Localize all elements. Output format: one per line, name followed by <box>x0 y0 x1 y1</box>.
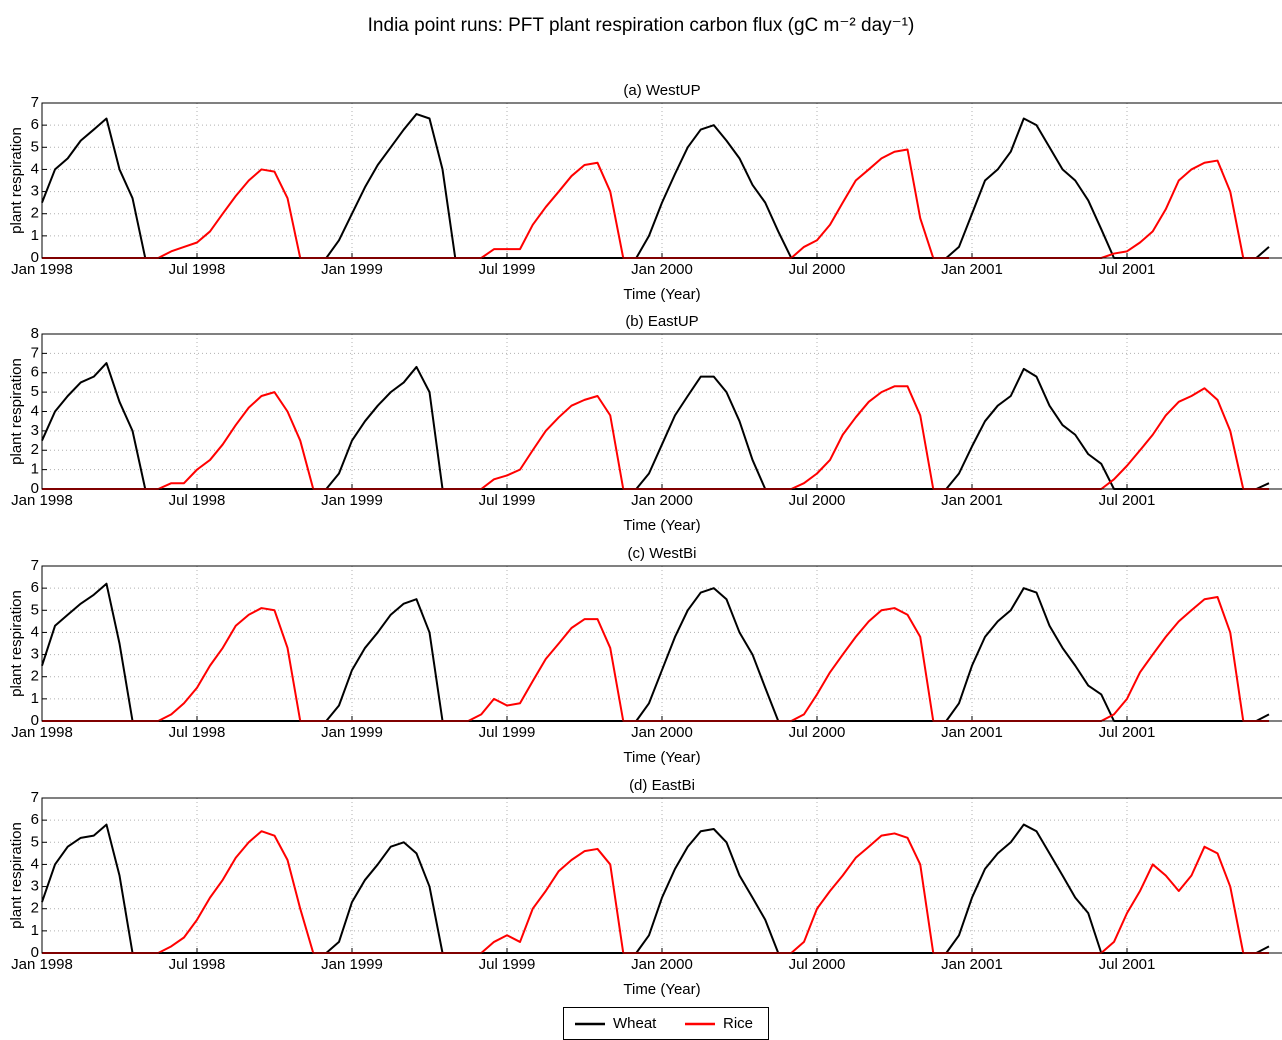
y-axis-label: plant respiration <box>8 127 25 234</box>
y-tick-label: 3 <box>31 646 39 663</box>
x-tick-label: Jan 2000 <box>631 724 693 741</box>
series-line <box>41 823 1270 954</box>
plot-frame <box>41 797 1282 954</box>
x-tick-label: Jan 2000 <box>631 956 693 973</box>
y-tick-label: 6 <box>31 364 39 381</box>
y-tick-label: 1 <box>31 227 39 244</box>
y-tick-label: 5 <box>31 833 39 850</box>
x-tick-label: Jul 2001 <box>1099 261 1156 278</box>
y-tick-label: 6 <box>31 579 39 596</box>
x-tick-label: Jan 2001 <box>941 956 1003 973</box>
x-axis-label: Time (Year) <box>623 981 700 998</box>
y-tick-label: 7 <box>31 94 39 111</box>
y-tick-label: 2 <box>31 668 39 685</box>
y-tick-label: 8 <box>31 325 39 342</box>
y-tick-label: 6 <box>31 116 39 133</box>
x-axis-label: Time (Year) <box>623 286 700 303</box>
x-tick-label: Jan 1998 <box>11 261 73 278</box>
x-tick-label: Jul 1998 <box>169 492 226 509</box>
y-tick-label: 1 <box>31 690 39 707</box>
x-tick-label: Jul 2000 <box>789 956 846 973</box>
plot-frame <box>41 102 1282 259</box>
x-axis-label: Time (Year) <box>623 517 700 534</box>
x-tick-label: Jan 1998 <box>11 724 73 741</box>
y-tick-label: 7 <box>31 344 39 361</box>
x-tick-label: Jan 1999 <box>321 724 383 741</box>
y-tick-label: 0 <box>31 480 39 497</box>
subplot-title: (b) EastUP <box>625 313 698 330</box>
x-axis-label: Time (Year) <box>623 749 700 766</box>
series-line <box>41 113 1270 259</box>
y-tick-label: 4 <box>31 402 39 419</box>
y-tick-label: 6 <box>31 811 39 828</box>
series-line <box>42 385 1269 490</box>
x-tick-label: Jan 1998 <box>11 956 73 973</box>
y-tick-label: 1 <box>31 461 39 478</box>
y-axis-label: plant respiration <box>8 590 25 697</box>
plot-frame <box>41 565 1282 722</box>
y-tick-label: 3 <box>31 878 39 895</box>
figure-title: India point runs: PFT plant respiration … <box>368 15 915 36</box>
y-tick-label: 1 <box>31 922 39 939</box>
y-tick-label: 4 <box>31 160 39 177</box>
series-line <box>42 830 1269 954</box>
x-tick-label: Jul 2001 <box>1099 492 1156 509</box>
x-tick-label: Jul 2001 <box>1099 724 1156 741</box>
subplot-title: (a) WestUP <box>623 82 700 99</box>
y-tick-label: 0 <box>31 249 39 266</box>
legend-label: Wheat <box>613 1015 657 1032</box>
x-tick-label: Jul 1998 <box>169 956 226 973</box>
y-tick-label: 4 <box>31 855 39 872</box>
legend-label: Rice <box>723 1015 753 1032</box>
x-tick-label: Jan 2001 <box>941 724 1003 741</box>
x-tick-label: Jul 1999 <box>479 492 536 509</box>
x-tick-label: Jan 2000 <box>631 492 693 509</box>
x-tick-label: Jan 2001 <box>941 492 1003 509</box>
x-tick-label: Jul 1998 <box>169 724 226 741</box>
series-line <box>41 582 1270 722</box>
x-tick-label: Jul 1999 <box>479 724 536 741</box>
series-line <box>42 148 1269 259</box>
y-axis-label: plant respiration <box>8 358 25 465</box>
plot-frame <box>41 333 1282 490</box>
x-tick-label: Jul 2000 <box>789 724 846 741</box>
y-tick-label: 2 <box>31 900 39 917</box>
x-tick-label: Jan 1999 <box>321 492 383 509</box>
subplot-title: (d) EastBi <box>629 777 695 794</box>
y-tick-label: 5 <box>31 138 39 155</box>
x-tick-label: Jan 2000 <box>631 261 693 278</box>
y-tick-label: 3 <box>31 183 39 200</box>
y-tick-label: 5 <box>31 383 39 400</box>
x-tick-label: Jan 2001 <box>941 261 1003 278</box>
x-tick-label: Jul 2001 <box>1099 956 1156 973</box>
series-line <box>42 596 1269 722</box>
x-tick-label: Jul 2000 <box>789 492 846 509</box>
x-tick-label: Jan 1998 <box>11 492 73 509</box>
y-tick-label: 0 <box>31 944 39 961</box>
x-tick-label: Jul 1998 <box>169 261 226 278</box>
legend: Wheat Rice <box>563 1007 769 1040</box>
x-tick-label: Jan 1999 <box>321 261 383 278</box>
y-tick-label: 3 <box>31 422 39 439</box>
y-tick-label: 0 <box>31 712 39 729</box>
y-tick-label: 2 <box>31 441 39 458</box>
x-tick-label: Jan 1999 <box>321 956 383 973</box>
y-axis-label: plant respiration <box>8 822 25 929</box>
x-tick-label: Jul 1999 <box>479 261 536 278</box>
x-tick-label: Jul 2000 <box>789 261 846 278</box>
x-tick-label: Jul 1999 <box>479 956 536 973</box>
y-tick-label: 7 <box>31 789 39 806</box>
y-tick-label: 4 <box>31 623 39 640</box>
y-tick-label: 5 <box>31 601 39 618</box>
subplot-title: (c) WestBi <box>628 545 697 562</box>
y-tick-label: 7 <box>31 557 39 574</box>
y-tick-label: 2 <box>31 205 39 222</box>
